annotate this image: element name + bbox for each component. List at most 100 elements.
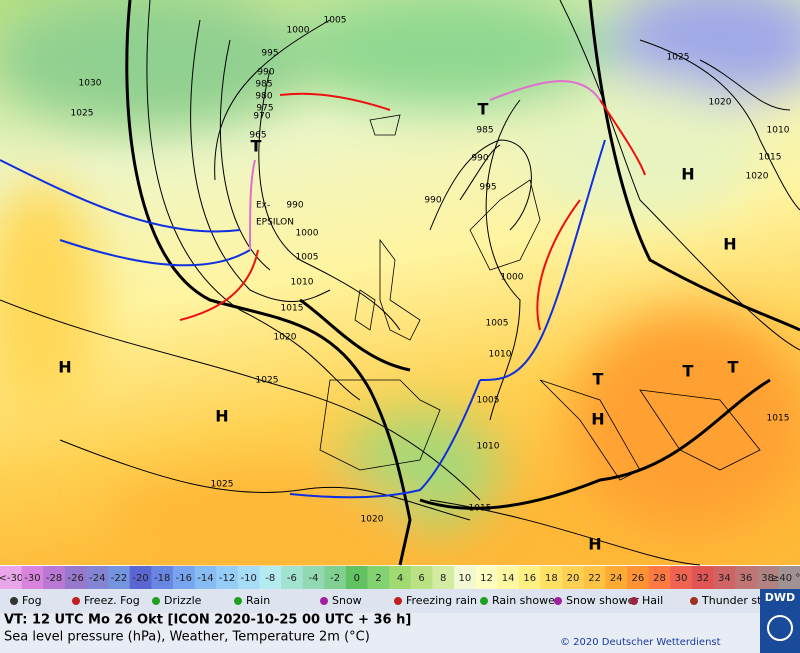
pressure-label: 970 bbox=[253, 112, 270, 122]
temperature-swatch bbox=[562, 566, 585, 589]
pressure-label: 980 bbox=[255, 92, 272, 102]
pressure-label: 985 bbox=[255, 80, 272, 90]
temperature-swatch bbox=[605, 566, 628, 589]
pressure-system: T bbox=[728, 358, 739, 377]
pressure-system: T bbox=[593, 370, 604, 389]
pressure-label: 1020 bbox=[709, 98, 732, 108]
pressure-label: 1025 bbox=[211, 480, 234, 490]
temperature-swatch bbox=[410, 566, 433, 589]
weather-icon bbox=[234, 597, 242, 605]
temperature-swatch bbox=[670, 566, 693, 589]
pressure-label: 1020 bbox=[274, 333, 297, 343]
pressure-label: 1020 bbox=[361, 515, 384, 525]
weather-label: Drizzle bbox=[164, 594, 202, 607]
pressure-label: 1000 bbox=[296, 229, 319, 239]
pressure-label: 990 bbox=[471, 154, 488, 164]
temperature-swatch bbox=[540, 566, 563, 589]
storm-name: Ex- bbox=[256, 201, 270, 211]
temperature-swatch bbox=[172, 566, 196, 589]
temperature-label: -22 bbox=[111, 573, 127, 584]
temperature-swatch bbox=[518, 566, 542, 589]
temperature-swatch bbox=[713, 566, 736, 589]
temperature-swatch bbox=[237, 566, 260, 589]
temperature-label: -28 bbox=[46, 573, 62, 584]
weather-label: Snow bbox=[332, 594, 362, 607]
storm-name: EPSILON bbox=[256, 218, 294, 228]
temperature-label: 4 bbox=[397, 573, 403, 584]
temperature-label: -4 bbox=[309, 573, 319, 584]
temperature-swatch bbox=[756, 566, 779, 589]
temperature-swatch bbox=[151, 566, 174, 589]
pressure-label: 1005 bbox=[296, 253, 319, 263]
pressure-label: 985 bbox=[476, 126, 493, 136]
temperature-swatch bbox=[583, 566, 606, 589]
temperature-label: -12 bbox=[219, 573, 235, 584]
weather-icon bbox=[152, 597, 160, 605]
temperature-label: 12 bbox=[480, 573, 493, 584]
pressure-label: 990 bbox=[257, 68, 274, 78]
temperature-label: -14 bbox=[197, 573, 213, 584]
temperature-label: 34 bbox=[718, 573, 731, 584]
weather-label: Rain shower bbox=[492, 594, 560, 607]
temperature-label: -30 bbox=[24, 573, 40, 584]
temperature-swatch bbox=[778, 566, 800, 589]
weather-label: Snow shower bbox=[566, 594, 639, 607]
logo-box bbox=[760, 589, 800, 653]
pressure-label: 1015 bbox=[281, 304, 304, 314]
pressure-system: T bbox=[683, 362, 694, 381]
pressure-label: 1000 bbox=[501, 273, 524, 283]
temperature-label: -26 bbox=[68, 573, 84, 584]
copyright: © 2020 Deutscher Wetterdienst bbox=[560, 637, 721, 648]
pressure-label: 1010 bbox=[489, 350, 512, 360]
isobars bbox=[0, 0, 800, 566]
temperature-label: -6 bbox=[287, 573, 297, 584]
temperature-label: 16 bbox=[523, 573, 536, 584]
fronts bbox=[0, 80, 646, 499]
temperature-swatch bbox=[389, 566, 412, 589]
weather-icon bbox=[10, 597, 18, 605]
pressure-label: 1005 bbox=[486, 319, 509, 329]
temperature-swatch bbox=[281, 566, 304, 589]
weather-label: Hail bbox=[642, 594, 663, 607]
temperature-label: 18 bbox=[545, 573, 558, 584]
pressure-label: 1010 bbox=[477, 442, 500, 452]
temperature-legend: <-30 -30 -28 -26 -24 -22 -20 -18 -16 -14 -12 -10 -8-… bbox=[0, 566, 800, 589]
temperature-label: 6 bbox=[418, 573, 424, 584]
temperature-swatch bbox=[497, 566, 520, 589]
weather-icon bbox=[690, 597, 698, 605]
temperature-swatch bbox=[367, 566, 390, 589]
pressure-label: 1025 bbox=[667, 53, 690, 63]
pressure-label: 1020 bbox=[746, 172, 769, 182]
pressure-system: H bbox=[591, 410, 604, 429]
temperature-swatch bbox=[345, 566, 369, 589]
pressure-label: 1005 bbox=[477, 396, 500, 406]
coastlines bbox=[319, 114, 761, 481]
pressure-label: 1010 bbox=[291, 278, 314, 288]
weather-icon bbox=[480, 597, 488, 605]
pressure-system: H bbox=[681, 165, 694, 184]
weather-label: Freez. Fog bbox=[84, 594, 140, 607]
temperature-label: 14 bbox=[502, 573, 515, 584]
temperature-swatch bbox=[194, 566, 217, 589]
temperature-label: 22 bbox=[588, 573, 601, 584]
temperature-label: 30 bbox=[675, 573, 688, 584]
temperature-label: -8 bbox=[265, 573, 275, 584]
pressure-label: 995 bbox=[479, 183, 496, 193]
pressure-system: H bbox=[58, 358, 71, 377]
temperature-swatch bbox=[324, 566, 347, 589]
weather-icon bbox=[394, 597, 402, 605]
temperature-swatch bbox=[691, 566, 715, 589]
temperature-swatch bbox=[432, 566, 455, 589]
temperature-label: 20 bbox=[567, 573, 580, 584]
weather-label: Fog bbox=[22, 594, 42, 607]
pressure-label: 1030 bbox=[79, 79, 102, 89]
weather-label: Freezing rain bbox=[406, 594, 477, 607]
temperature-swatch bbox=[735, 566, 758, 589]
weather-icon bbox=[320, 597, 328, 605]
pressure-system: H bbox=[588, 535, 601, 554]
pressure-label: 975 bbox=[256, 104, 273, 114]
weather-legend: Fog Freez. Fog Drizzle Rain Snow Freezing rai… bbox=[10, 594, 783, 607]
